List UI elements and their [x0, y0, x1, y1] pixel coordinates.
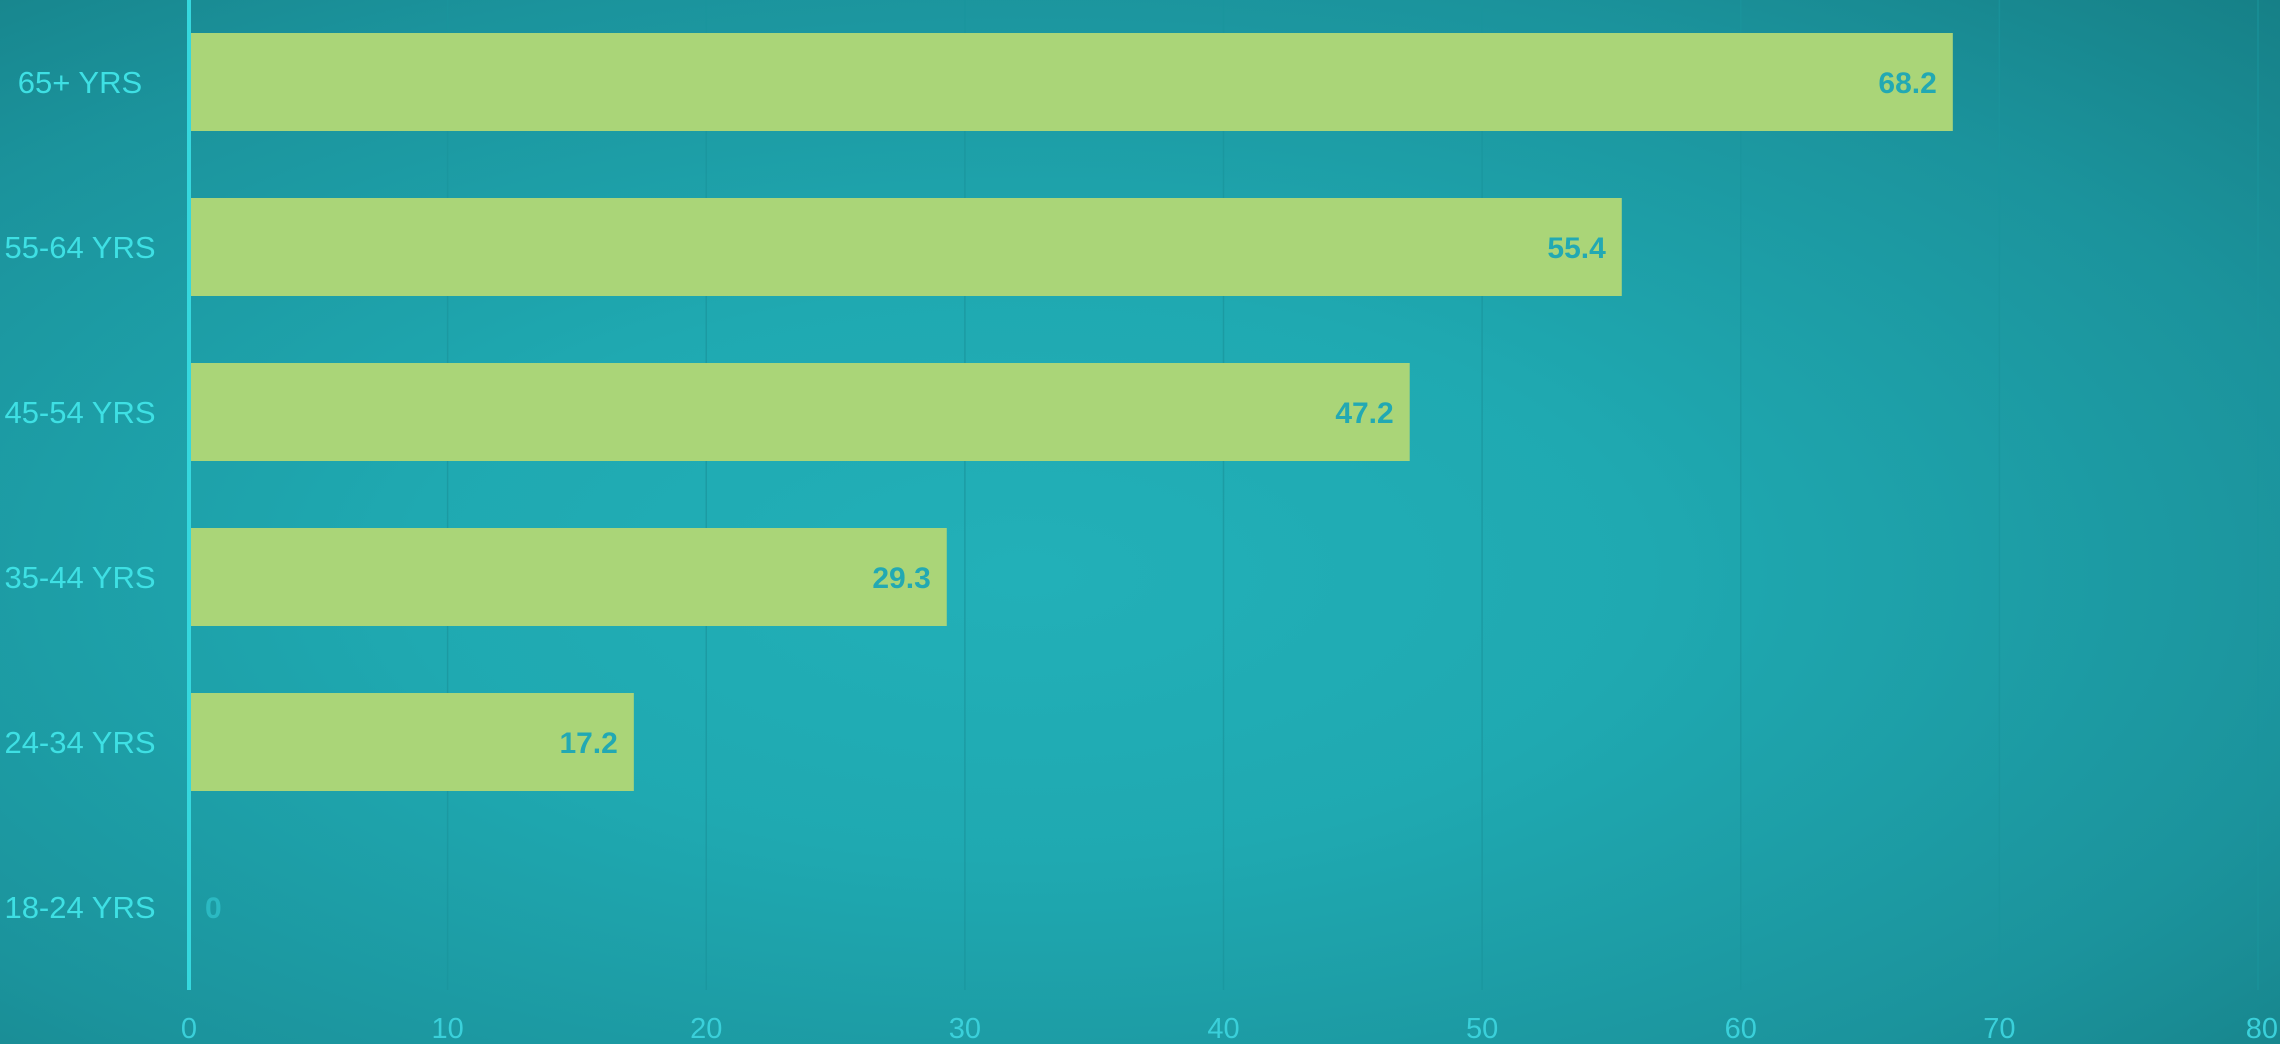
data-label: 29.3	[872, 562, 930, 595]
x-tick-label: 10	[431, 1013, 463, 1044]
data-label: 47.2	[1335, 397, 1393, 430]
category-label: 55-64 YRS	[4, 230, 155, 265]
bar	[189, 363, 1410, 461]
labels: 65+ YRS 68.2 55-64 YRS 55.4 45-54 YRS 47.2 35-…	[4, 65, 1936, 925]
bars	[189, 33, 1953, 791]
x-tick-label: 70	[1983, 1013, 2015, 1044]
category-label: 35-44 YRS	[4, 560, 155, 595]
data-label: 0	[205, 892, 222, 925]
x-tick-label: 40	[1207, 1013, 1239, 1044]
category-label: 18-24 YRS	[4, 890, 155, 925]
bar	[189, 528, 947, 626]
category-label: 45-54 YRS	[4, 395, 155, 430]
bar	[189, 693, 634, 791]
data-label: 68.2	[1878, 67, 1936, 100]
category-label: 65+ YRS	[18, 65, 142, 100]
x-tick-label: 50	[1466, 1013, 1498, 1044]
category-label: 24-34 YRS	[4, 725, 155, 760]
axes: 0 10 20 30 40 50 60 70 80	[181, 0, 2278, 1044]
data-label: 17.2	[559, 727, 617, 760]
x-tick-label: 30	[949, 1013, 981, 1044]
data-label: 55.4	[1547, 232, 1606, 265]
x-tick-label: 0	[181, 1013, 197, 1044]
gridlines	[446, 0, 2259, 990]
x-tick-label: 80	[2246, 1013, 2278, 1044]
bar	[189, 33, 1953, 131]
bar	[189, 198, 1622, 296]
x-tick-label: 60	[1725, 1013, 1757, 1044]
x-tick-label: 20	[690, 1013, 722, 1044]
